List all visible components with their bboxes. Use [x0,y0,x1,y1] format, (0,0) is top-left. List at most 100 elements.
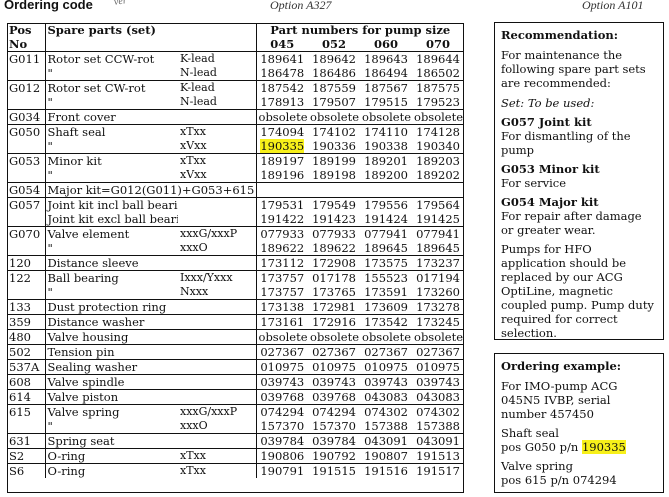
header-fragment: ver [113,0,128,8]
part-number-cell: 186478 [260,66,305,80]
pos-cell: 133 [7,299,46,315]
pos-cell [7,139,46,154]
part-number-cell: 186494 [364,66,408,80]
part-number-cell: 155523 [360,270,413,285]
pos-cell [7,66,46,81]
col-header-pos: Pos [7,23,46,37]
pos-cell: G011 [7,51,46,66]
part-number-cell: 039768 [256,389,309,405]
part-number-cell: 173591 [364,285,408,299]
part-number-cell: 189642 [308,51,361,66]
variant-code-cell: N-lead [178,66,257,81]
pos-cell [7,419,46,434]
part-number-cell: 189643 [360,51,413,66]
part-number-cell: 186502 [416,66,460,80]
kit-use: For dismantling of the pump [501,129,631,157]
table-row: 359 Distance washer 173161 172916 173542 1732… [7,314,465,330]
variant-code-cell [178,197,257,212]
part-number-cell: obsolete [256,109,309,125]
part-number-cell: 189198 [312,168,356,182]
variant-code-cell: xxxO [178,419,257,434]
recommendation-note: Pumps for HFO application should be repl… [501,242,654,340]
table-row: G070 Valve element xxxG/xxxP 077933 077933 07… [7,226,465,241]
desc-cell: Valve piston [45,389,178,405]
desc-cell: Minor kit [45,153,178,168]
desc-cell: O-ring [45,463,178,478]
part-number-cell: 174110 [360,124,413,139]
part-number-cell: 189622 [260,241,305,255]
desc-cell: Shaft seal [45,124,178,139]
part-number-cell: 187567 [360,80,413,95]
desc-cell: Valve element [45,226,178,241]
recommendation-intro: For maintenance the following spare part… [501,48,646,90]
variant-code-cell: xxxO [178,241,257,256]
part-number-cell: 189644 [412,51,465,66]
variant-code-cell: Ixxx/Yxxx [178,270,257,285]
desc-cell: Tension pin [45,344,178,360]
part-number-cell: 010975 [256,359,309,375]
col-header-part-numbers: Part numbers for pump size [270,23,451,37]
desc-cell: Valve housing [45,329,178,345]
part-number-cell: obsolete [412,109,465,125]
table-row: 615 Valve spring xxxG/xxxP 074294 074294 0743… [7,404,465,419]
kit-use: For repair after damage or greater wear. [501,209,642,237]
desc-cell: " [47,95,53,109]
part-number-cell: 074294 [256,404,309,419]
part-number-cell: obsolete [308,329,361,345]
table-row: G012 Rotor set CW-rot K-lead 187542 187559 18… [7,80,465,95]
desc-cell: Rotor set CCW-rot [45,51,178,66]
part-number-cell: obsolete [360,109,413,125]
part-number-cell: 190806 [256,448,309,464]
desc-cell: " [47,168,53,182]
table-row: " N-lead 178913 179507 179515 179523 [7,95,464,110]
part-number-cell: 039784 [256,433,309,449]
part-number-cell: 190335 [256,139,308,154]
part-number-cell: 157388 [416,419,460,433]
example-pos: pos G050 p/n [501,440,582,454]
table-row: " xxxO 157370 157370 157388 157388 [7,419,464,434]
part-number-cell: 039743 [308,374,361,390]
pos-cell: 608 [7,374,46,390]
part-number-cell: 173765 [312,285,356,299]
pos-cell [7,95,46,110]
desc-cell: Spring seat [45,433,178,449]
part-number-cell: 173757 [260,285,305,299]
ordering-example-title: Ordering example: [501,359,622,373]
part-number-cell: 179556 [360,197,413,212]
part-number-cell: 039768 [308,389,361,405]
table-row: G011 Rotor set CCW-rot K-lead 189641 189642 1… [7,51,465,66]
pos-cell: G057 [7,197,46,212]
part-number-cell: 173112 [256,255,309,271]
desc-cell: " [47,285,53,299]
part-number-cell: 174094 [256,124,309,139]
example-pos: pos 615 p/n 074294 [501,473,617,487]
part-number-cell: 074302 [412,404,465,419]
variant-code-cell: xxxG/xxxP [178,226,257,241]
table-row: " N-lead 186478 186486 186494 186502 [7,66,464,81]
pos-cell: 614 [7,389,46,405]
part-number-cell: 077933 [256,226,309,241]
part-number-cell: 039743 [412,374,465,390]
variant-code-cell [178,359,257,375]
variant-code-cell: xTxx [178,124,257,139]
part-number-cell: 189197 [256,153,309,168]
pos-cell: G050 [7,124,46,139]
pos-cell: 631 [7,433,46,449]
part-number-cell: 191423 [312,212,356,226]
parts-table: Pos Spare parts (set) Part numbers for p… [7,23,465,478]
variant-code-cell: xTxx [178,448,257,464]
table-row: 480 Valve housing obsolete obsolete obsolete… [7,329,465,345]
table-row: 537A Sealing washer 010975 010975 010975 0109… [7,359,465,375]
part-number-cell: 017178 [308,270,361,285]
table-row: 608 Valve spindle 039743 039743 039743 039743 [7,374,465,390]
pos-cell: G054 [7,182,46,198]
table-row: " Nxxx 173757 173765 173591 173260 [7,285,464,300]
variant-code-cell [178,299,257,315]
part-number-cell [360,182,413,198]
part-number-cell: 173260 [416,285,460,299]
ordering-example-box: Ordering example: For IMO-pump ACG 045N5… [494,353,664,493]
recommendation-box: Recommendation: For maintenance the foll… [494,22,664,340]
table-row: " xVxx 189196 189198 189200 189202 [7,168,464,183]
variant-code-cell [178,255,257,271]
table-row: S2 O-ring xTxx 190806 190792 190807 191513 [7,448,465,464]
